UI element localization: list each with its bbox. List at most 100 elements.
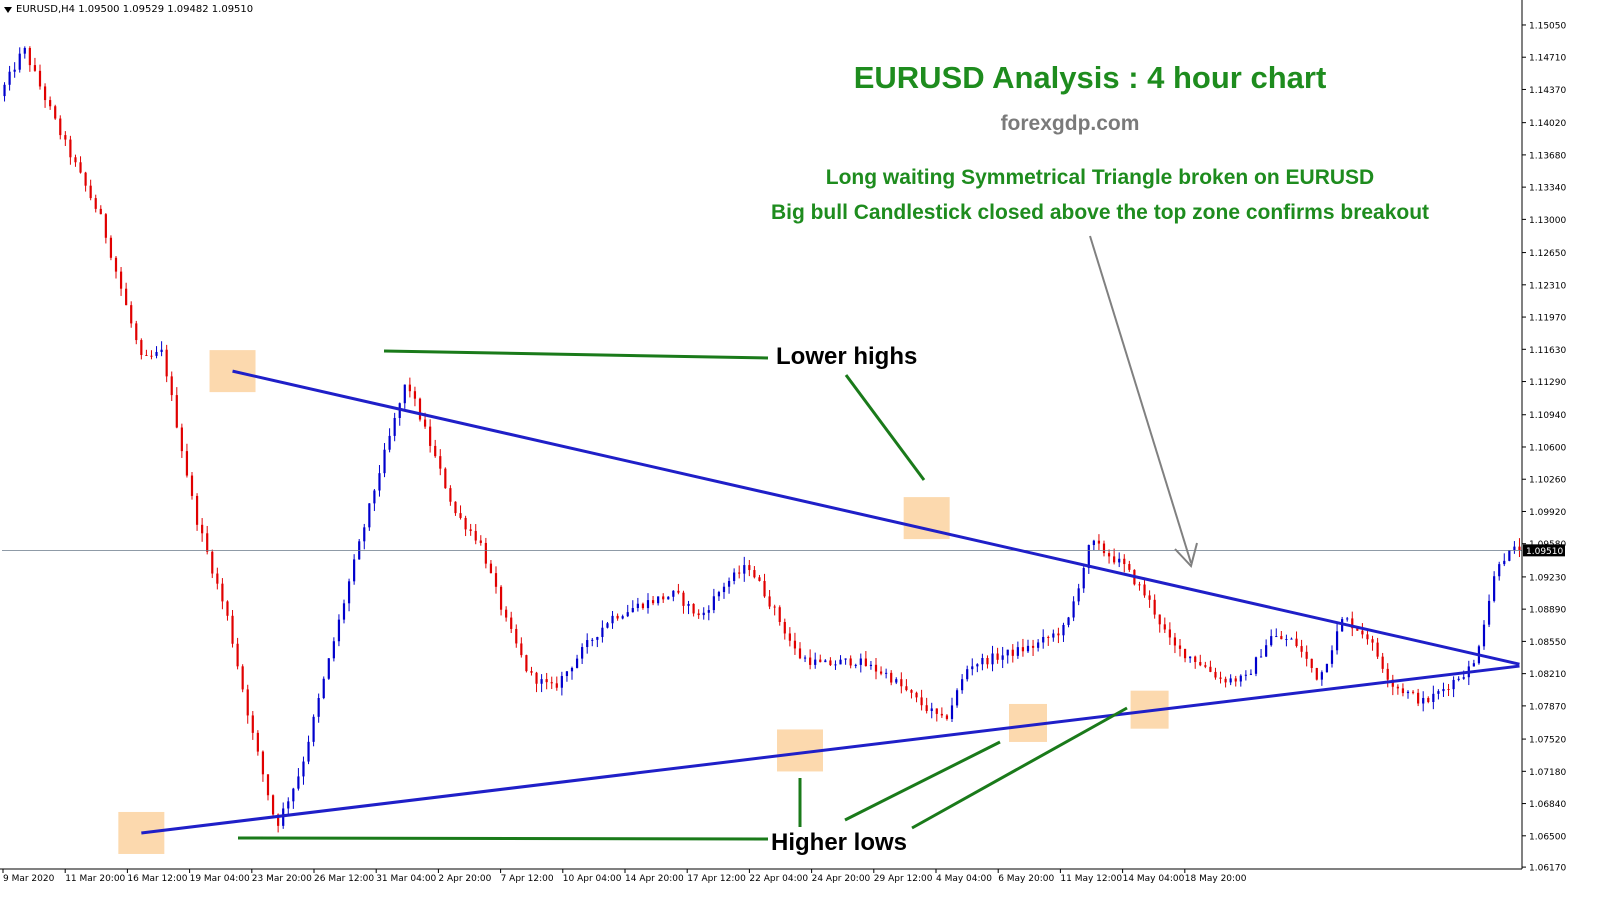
candle-body (1113, 556, 1116, 563)
candle (611, 611, 614, 629)
candle-body (302, 761, 305, 777)
candle (1300, 639, 1303, 658)
candle (297, 768, 300, 791)
candle (170, 371, 173, 401)
candle-body (1042, 636, 1045, 643)
candle (657, 596, 660, 606)
candle-body (297, 776, 300, 789)
candle-body (1199, 662, 1202, 666)
candle-body (1503, 560, 1506, 565)
candle (829, 657, 832, 666)
candle-body (809, 657, 812, 665)
candle-body (793, 640, 797, 649)
y-tick-label: 1.14370 (1529, 86, 1566, 96)
candle-body (383, 449, 386, 474)
x-tick-label: 9 Mar 2020 (3, 874, 55, 884)
candle (201, 518, 204, 542)
candle (292, 787, 295, 809)
candle (1432, 685, 1435, 710)
candle-body (1346, 618, 1349, 620)
candle (109, 235, 113, 261)
candle-body (1391, 679, 1394, 687)
candle (915, 691, 918, 703)
candle-body (1194, 656, 1197, 663)
candle (940, 707, 943, 718)
candle (778, 605, 781, 626)
lower-highs-label: Lower highs (776, 343, 918, 370)
y-tick-label: 1.09230 (1529, 573, 1566, 583)
candle (1503, 553, 1506, 567)
candle (1411, 690, 1415, 695)
candle (712, 588, 715, 614)
candle-body (976, 664, 979, 667)
candle-body (59, 118, 62, 136)
candle-body (1325, 663, 1329, 673)
candle (510, 611, 513, 634)
candle (1376, 637, 1379, 659)
candle-body (626, 612, 629, 617)
candle-body (266, 774, 270, 796)
candle-body (28, 47, 31, 66)
candle (864, 651, 867, 667)
candle (1259, 649, 1263, 658)
candle (1183, 648, 1187, 663)
candle-body (18, 53, 21, 70)
candle-body (114, 257, 118, 272)
candle-body (885, 672, 888, 674)
candle (64, 131, 67, 146)
candle-body (342, 603, 346, 620)
candle (287, 797, 290, 817)
candle (1280, 630, 1283, 640)
x-tick-label: 31 Mar 04:00 (376, 874, 436, 884)
candle (824, 659, 827, 663)
candle-body (1107, 553, 1111, 557)
candle (1508, 550, 1511, 562)
candle-body (216, 573, 219, 584)
candle (616, 613, 619, 621)
y-tick-label: 1.14020 (1529, 119, 1566, 129)
candle-body (1021, 647, 1025, 652)
candle-body (966, 669, 969, 680)
candle (955, 688, 959, 708)
triangle-lower-line (141, 664, 1520, 835)
candle (1016, 641, 1019, 659)
candle-body (560, 676, 563, 688)
candle (1239, 674, 1242, 687)
candle-body (1123, 558, 1126, 565)
candle-body (667, 596, 670, 600)
candle-body (1315, 667, 1318, 680)
candle-body (586, 640, 589, 648)
candle-body (464, 517, 467, 530)
x-tick-label: 17 Apr 12:00 (687, 874, 746, 884)
candle-body (8, 71, 11, 85)
candle-body (646, 600, 650, 609)
note-line-2: Big bull Candlestick closed above the to… (770, 201, 1430, 224)
candle-body (145, 354, 148, 356)
candle (1335, 624, 1339, 655)
candle-body (1229, 678, 1232, 683)
candle (1285, 634, 1288, 647)
candle-body (1335, 631, 1339, 651)
candle (1052, 629, 1055, 642)
candle (1047, 635, 1050, 646)
candle-body (33, 65, 37, 71)
candle-body (1442, 689, 1445, 692)
candle (890, 670, 893, 686)
dropdown-triangle-icon[interactable] (4, 6, 12, 13)
candle-body (1082, 568, 1085, 589)
candle-body (1472, 663, 1475, 667)
candle (38, 64, 42, 90)
candle-body (469, 529, 472, 531)
candle-body (677, 590, 680, 593)
candle-body (1452, 679, 1455, 690)
candle (905, 679, 908, 692)
candle-body (601, 627, 604, 638)
candle-body (292, 788, 295, 802)
y-tick-label: 1.07180 (1529, 768, 1566, 778)
candle-body (84, 172, 87, 186)
candle-body (920, 697, 923, 706)
candle (1128, 560, 1131, 572)
candle (570, 666, 574, 680)
candle (646, 593, 650, 614)
